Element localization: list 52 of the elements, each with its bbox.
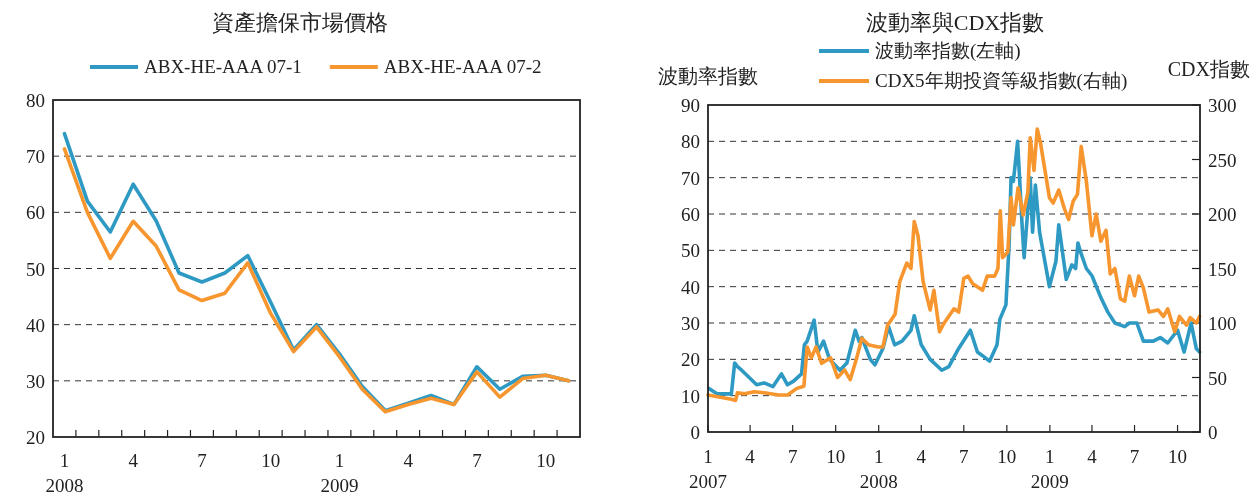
x-tick-label: 1 2009 — [1030, 446, 1069, 492]
x-tick-label: 10 — [997, 446, 1017, 467]
y2-tick-label: 200 — [1208, 204, 1237, 225]
x-tick-label: 10 — [826, 446, 846, 467]
x-tick-label: 1 2009 — [320, 450, 359, 496]
y-tick-label: 40 — [681, 276, 700, 298]
y-tick-label: 70 — [26, 146, 45, 168]
legend-label: CDX5年期投資等級指數(右軸) — [875, 70, 1128, 92]
y-tick-label: 30 — [681, 313, 700, 334]
y-axis-title: 波動率指數 — [658, 65, 758, 87]
y-tick-label: 60 — [26, 202, 45, 224]
x-tick-label: 4 — [916, 446, 927, 467]
y2-tick-label: 150 — [1208, 258, 1237, 280]
y2-tick-label: 250 — [1208, 149, 1237, 171]
x-tick-label: 4 — [128, 450, 139, 471]
y2-tick-label: 300 — [1208, 95, 1237, 116]
y2-axis-title: CDX指數 — [1167, 58, 1250, 80]
x-tick-label: 7 — [472, 450, 482, 471]
y-tick-label: 50 — [681, 240, 700, 262]
legend-label: 波動率指數(左軸) — [875, 40, 1021, 62]
x-tick-label: 1 2007 — [689, 446, 727, 492]
x-tick-label: 10 — [261, 450, 281, 471]
y-tick-label: 80 — [681, 131, 700, 153]
y-tick-label: 80 — [26, 90, 45, 111]
y-tick-label: 20 — [26, 427, 45, 448]
y-tick-label: 90 — [681, 95, 700, 116]
x-tick-label: 10 — [536, 450, 556, 471]
x-tick-label: 4 — [1087, 446, 1098, 467]
y2-tick-label: 0 — [1208, 422, 1218, 443]
y-tick-label: 30 — [26, 370, 45, 392]
x-tick-label: 7 — [787, 446, 798, 467]
x-tick-label: 7 — [1129, 446, 1140, 467]
y-tick-label: 40 — [26, 314, 45, 336]
x-tick-label: 10 — [1168, 446, 1188, 467]
y-tick-label: 10 — [681, 385, 700, 407]
chart-title: 資產擔保市場價格 — [212, 10, 388, 35]
y-tick-label: 70 — [681, 167, 700, 189]
x-tick-label: 7 — [959, 446, 969, 467]
x-tick-label: 1 2008 — [45, 450, 84, 496]
legend-label: ABX-HE-AAA 07-2 — [383, 56, 542, 77]
y2-tick-label: 100 — [1208, 313, 1237, 334]
x-tick-label: 4 — [403, 450, 414, 471]
y-tick-label: 0 — [690, 422, 700, 443]
y-tick-label: 60 — [681, 204, 700, 225]
y-tick-label: 20 — [681, 349, 700, 371]
y-tick-label: 50 — [26, 258, 45, 280]
legend-label: ABX-HE-AAA 07-1 — [144, 56, 302, 77]
x-tick-label: 1 2008 — [859, 446, 898, 492]
x-tick-label: 7 — [197, 450, 207, 471]
chart-title: 波動率與CDX指數 — [865, 10, 1045, 35]
x-tick-label: 4 — [745, 446, 756, 467]
y2-tick-label: 50 — [1208, 367, 1227, 389]
